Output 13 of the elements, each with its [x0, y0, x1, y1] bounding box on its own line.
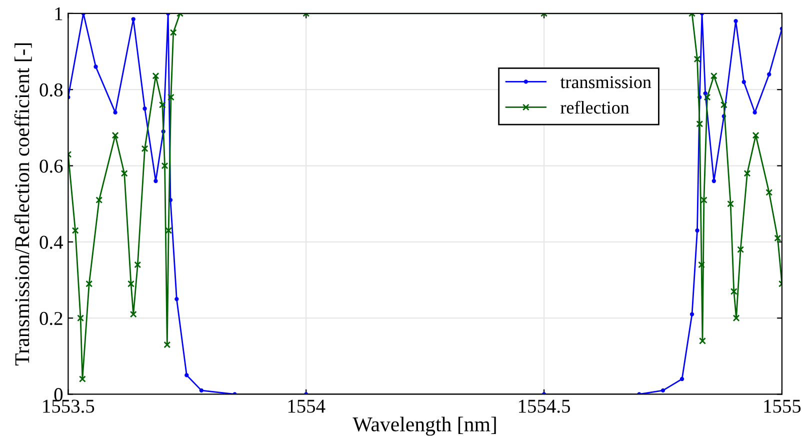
x-tick-label: 1554: [288, 400, 326, 413]
y-tick-label: 1: [55, 7, 62, 20]
x-tick-label: 1553.5: [43, 400, 94, 413]
y-tick-label: 0.4: [40, 236, 64, 249]
x-axis-title: Wavelength [nm]: [352, 416, 496, 436]
legend-label: transmission: [560, 76, 652, 88]
legend-label: reflection: [560, 100, 630, 114]
x-tick-label: 1555: [764, 400, 801, 413]
y-tick-label: 0.8: [40, 83, 63, 97]
y-axis-title: Transmission/Reflection coefficient [-]: [14, 43, 32, 366]
y-tick-label: 0.6: [40, 160, 63, 173]
y-tick-label: 0.2: [40, 312, 62, 326]
x-tick-label: 1554.5: [519, 400, 570, 413]
